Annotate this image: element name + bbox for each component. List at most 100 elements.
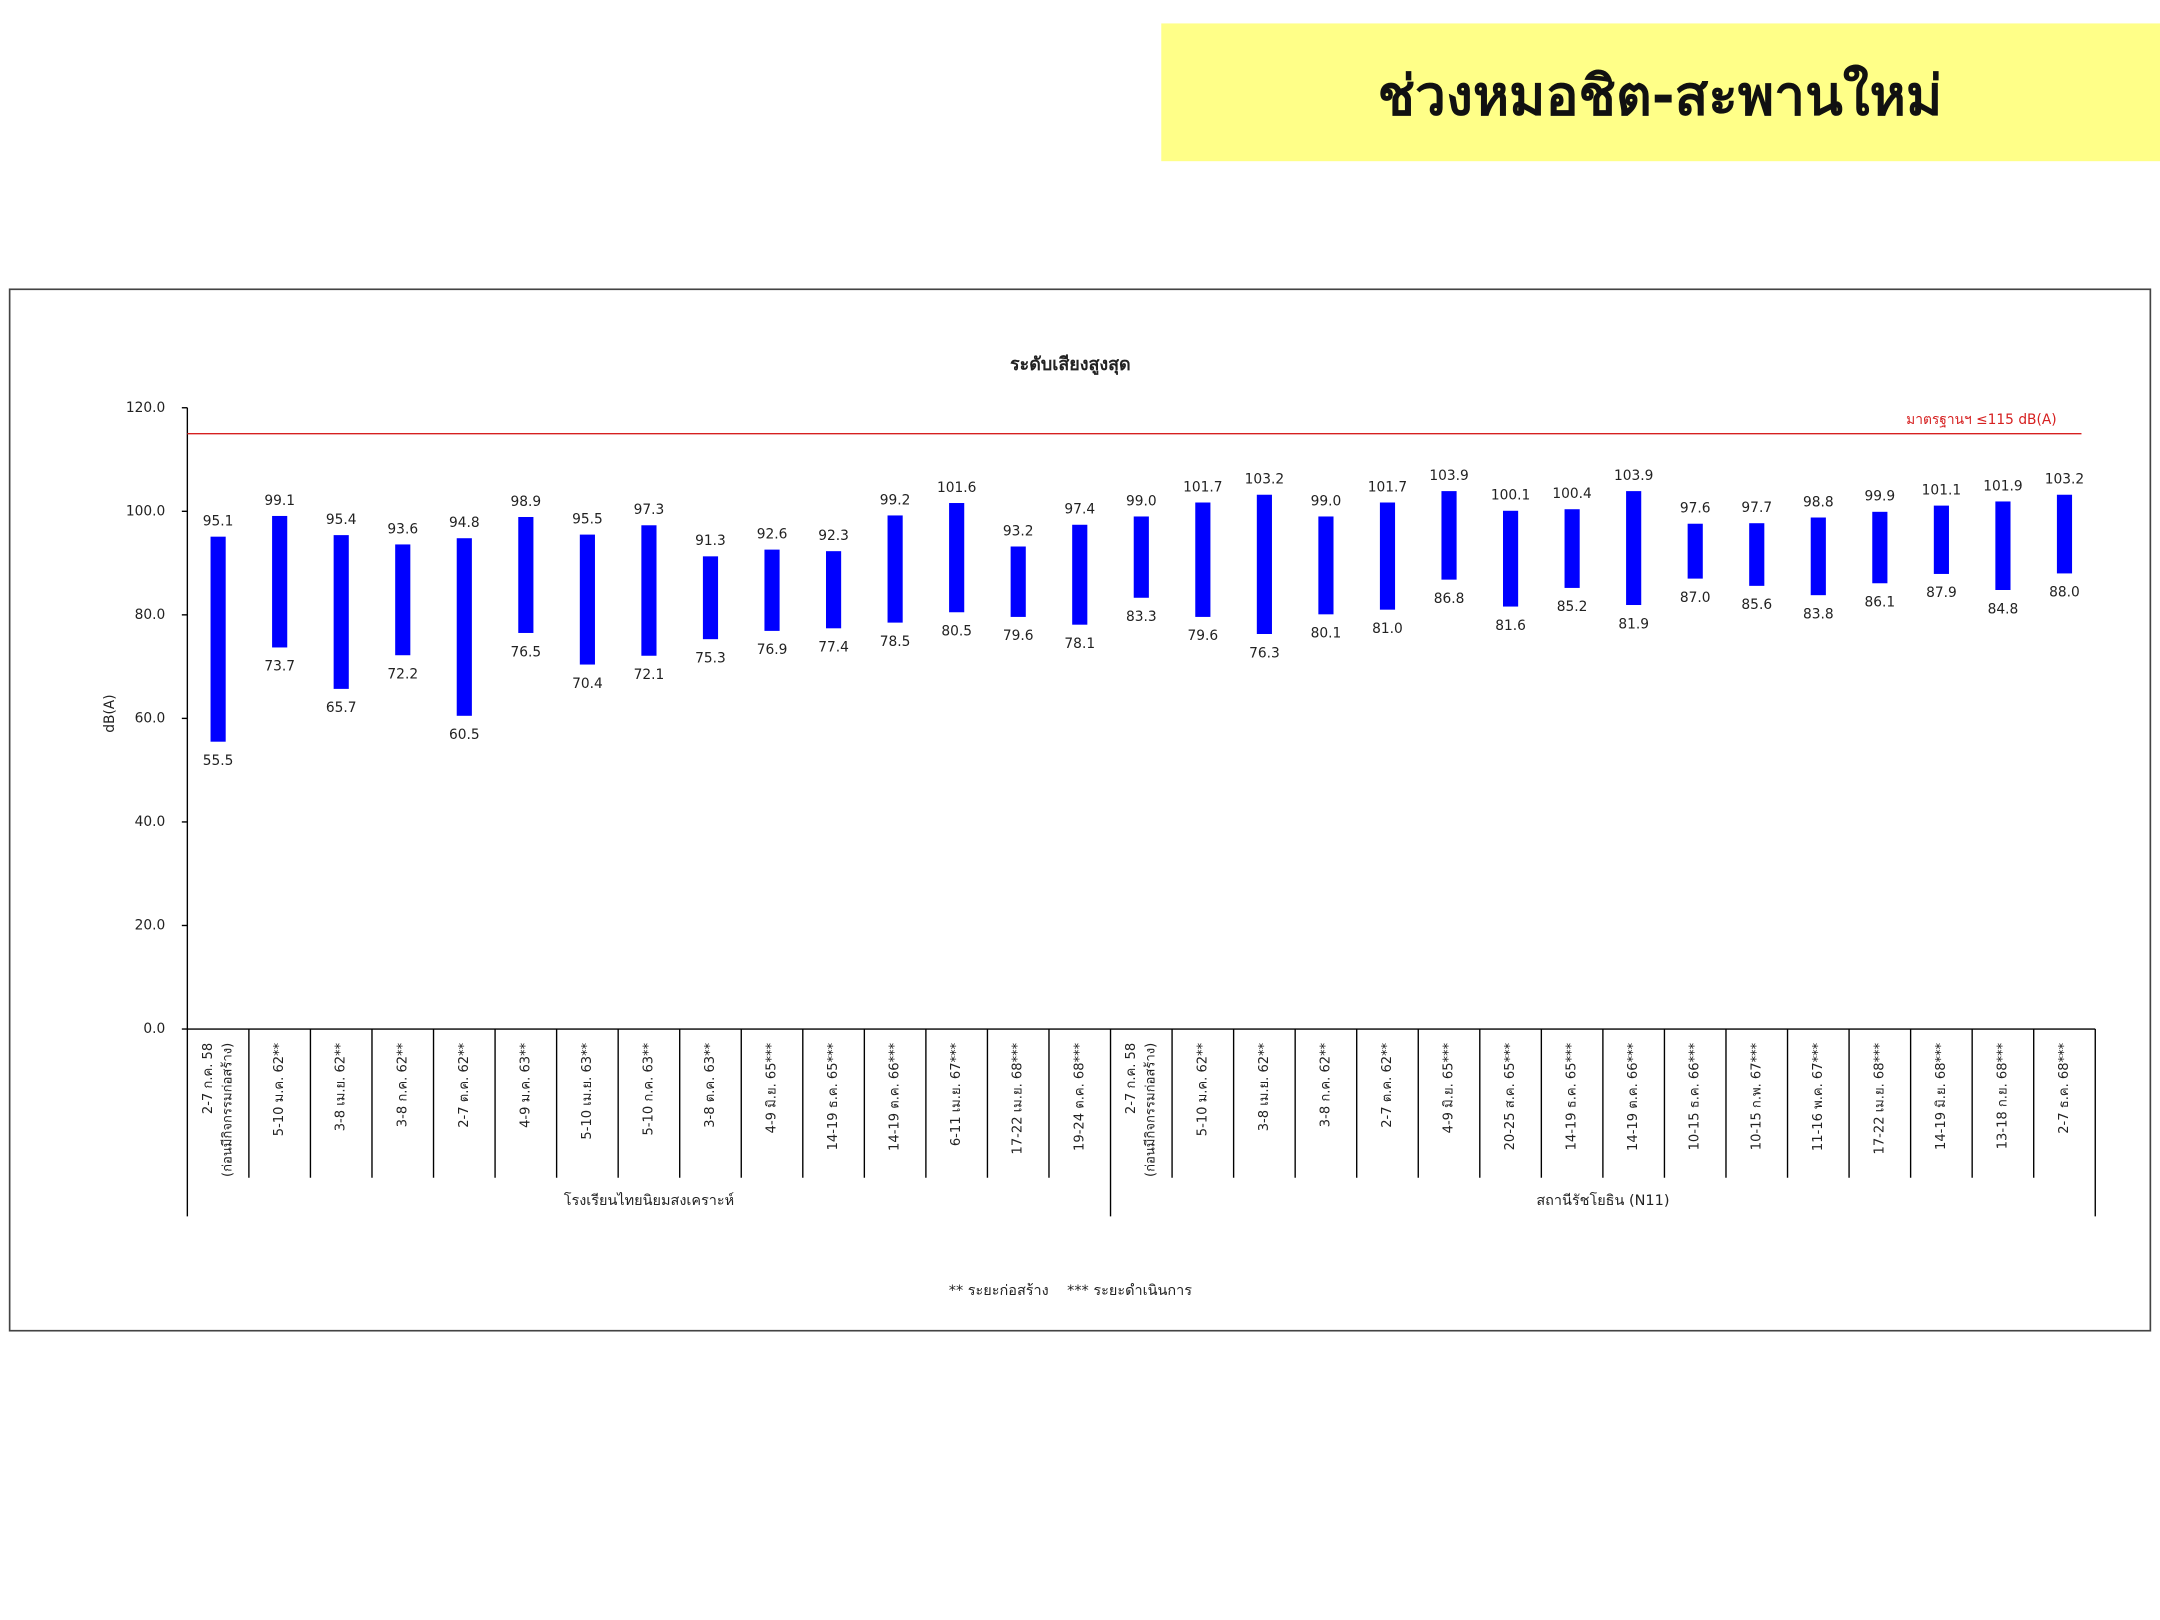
- x-tick-label: 2-7 ต.ค. 62**: [457, 1042, 472, 1127]
- range-bar: [1626, 491, 1642, 606]
- x-tick-label: 3-8 เม.ย. 62**: [334, 1042, 349, 1131]
- low-label: 87.0: [1680, 590, 1711, 606]
- x-tick-label: 19-24 ต.ค. 68***: [1072, 1042, 1087, 1151]
- x-tick-label: 2-7 ธ.ค. 68***: [2057, 1042, 2072, 1133]
- range-bar: [2056, 494, 2073, 574]
- high-label: 95.4: [326, 512, 357, 528]
- range-bar: [641, 525, 657, 656]
- x-tick-label: 3-8 เม.ย. 62**: [1257, 1042, 1272, 1131]
- high-label: 99.1: [264, 493, 295, 509]
- low-label: 85.6: [1741, 597, 1772, 613]
- x-tick-label: 14-19 ธ.ค. 65***: [1565, 1042, 1580, 1150]
- range-bar: [949, 503, 965, 613]
- x-tick-label: 17-22 เม.ย. 68***: [1872, 1042, 1887, 1154]
- high-label: 100.4: [1552, 486, 1591, 502]
- low-label: 70.4: [572, 676, 603, 692]
- y-tick-label: 40.0: [135, 814, 166, 830]
- x-tick-label: 14-19 มิ.ย. 68***: [1934, 1042, 1949, 1150]
- x-tick-label: 5-10 ม.ค. 62**: [1195, 1042, 1210, 1136]
- high-label: 103.9: [1614, 468, 1653, 484]
- high-label: 101.9: [1983, 478, 2022, 494]
- low-label: 81.9: [1618, 616, 1649, 632]
- slide-title: ช่วงหมอชิต-สะพานใหม่: [1378, 63, 1943, 127]
- range-bar: [1872, 511, 1888, 584]
- x-tick-label: 17-22 เม.ย. 68***: [1011, 1042, 1026, 1154]
- y-tick-label: 100.0: [126, 503, 165, 519]
- high-label: 92.3: [818, 528, 849, 544]
- x-tick-label: 11-16 พ.ค. 67***: [1811, 1042, 1826, 1151]
- low-label: 76.9: [757, 642, 788, 658]
- x-tick-label: 2-7 ก.ค. 58: [201, 1043, 216, 1114]
- low-label: 78.5: [880, 634, 911, 650]
- x-tick-label: 5-10 เม.ย. 63**: [580, 1042, 595, 1139]
- high-label: 99.9: [1865, 489, 1896, 505]
- x-tick-label: 2-7 ต.ค. 62**: [1380, 1042, 1395, 1127]
- range-bar: [825, 551, 842, 629]
- range-bar: [1995, 501, 2011, 590]
- range-bar: [702, 556, 719, 640]
- x-tick-label: 3-8 ก.ค. 62**: [1318, 1042, 1333, 1127]
- footnote: ** ระยะก่อสร้าง *** ระยะดำเนินการ: [949, 1282, 1192, 1299]
- low-label: 76.5: [511, 644, 542, 660]
- y-axis-title: dB(A): [102, 694, 118, 732]
- high-label: 94.8: [449, 515, 480, 531]
- range-bar: [518, 516, 534, 633]
- low-label: 81.0: [1372, 621, 1403, 637]
- range-bar: [272, 515, 288, 648]
- high-label: 93.6: [387, 521, 418, 537]
- low-label: 55.5: [203, 753, 234, 769]
- range-bar: [1318, 516, 1334, 615]
- range-bar: [210, 536, 226, 742]
- low-label: 65.7: [326, 700, 357, 716]
- x-tick-label: 3-8 ก.ค. 62**: [395, 1042, 410, 1127]
- range-bar: [1687, 523, 1703, 579]
- high-label: 100.1: [1491, 488, 1530, 504]
- chart-frame: [8, 288, 2152, 1332]
- range-bar: [1441, 491, 1457, 580]
- chart-title: ระดับเสียงสูงสุด: [1010, 354, 1131, 376]
- low-label: 84.8: [1988, 601, 2019, 617]
- y-tick-label: 120.0: [126, 400, 165, 416]
- high-label: 98.9: [511, 494, 542, 510]
- group-label: โรงเรียนไทยนิยมสงเคราะห์: [564, 1191, 734, 1209]
- low-label: 76.3: [1249, 645, 1280, 661]
- high-label: 97.7: [1741, 500, 1772, 516]
- range-bar: [887, 515, 903, 623]
- range-bar: [1564, 509, 1580, 588]
- high-label: 91.3: [695, 533, 726, 549]
- high-label: 101.1: [1922, 482, 1961, 498]
- x-tick-label: 5-10 ก.ค. 63**: [641, 1042, 656, 1135]
- range-bar: [1933, 505, 1949, 574]
- high-label: 99.0: [1126, 493, 1157, 509]
- high-label: 99.0: [1311, 493, 1342, 509]
- x-tick-label: 4-9 มิ.ย. 65***: [765, 1042, 780, 1133]
- high-label: 97.6: [1680, 501, 1711, 517]
- high-label: 98.8: [1803, 494, 1834, 510]
- high-label: 101.7: [1368, 479, 1407, 495]
- high-label: 103.2: [2045, 472, 2084, 488]
- x-tick-label: 14-19 ต.ค. 66***: [888, 1042, 903, 1151]
- x-tick-label: 2-7 ก.ค. 58: [1124, 1043, 1139, 1114]
- high-label: 99.2: [880, 492, 911, 508]
- x-tick-label: 20-25 ส.ค. 65***: [1503, 1042, 1518, 1150]
- low-label: 79.6: [1003, 628, 1034, 644]
- y-tick-label: 0.0: [143, 1021, 165, 1037]
- high-label: 93.2: [1003, 523, 1034, 539]
- range-bar: [1010, 546, 1026, 617]
- high-label: 103.2: [1245, 472, 1284, 488]
- range-bar: [1749, 523, 1765, 586]
- low-label: 86.1: [1865, 595, 1896, 611]
- range-bar: [1133, 516, 1149, 598]
- y-tick-label: 20.0: [135, 917, 166, 933]
- range-bar: [333, 535, 349, 689]
- range-bar: [1810, 517, 1826, 596]
- low-label: 81.6: [1495, 618, 1526, 634]
- high-label: 97.3: [634, 502, 665, 518]
- y-tick-label: 80.0: [135, 607, 166, 623]
- x-tick-label: 4-9 ม.ค. 63**: [518, 1042, 533, 1128]
- high-label: 92.6: [757, 526, 788, 542]
- standard-label: มาตรฐานฯ ≤115 dB(A): [1906, 412, 2057, 428]
- x-tick-label: 13-18 ก.ย. 68***: [1995, 1042, 2010, 1149]
